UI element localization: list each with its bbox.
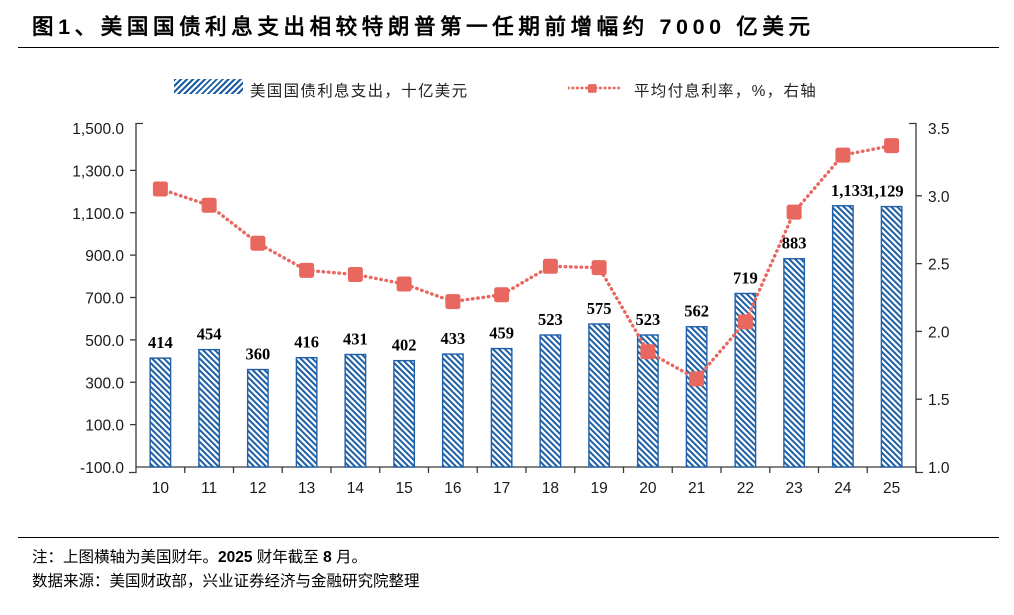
svg-text:1,129: 1,129 [866,182,903,201]
svg-text:15: 15 [395,480,412,497]
svg-text:402: 402 [392,336,417,355]
svg-text:20: 20 [639,480,657,497]
svg-text:25: 25 [883,480,900,497]
svg-text:23: 23 [785,480,802,497]
svg-text:22: 22 [737,480,754,497]
svg-text:360: 360 [246,345,271,364]
svg-text:-100.0: -100.0 [80,460,124,477]
svg-text:12: 12 [249,480,266,497]
svg-text:575: 575 [587,299,612,318]
svg-text:2.5: 2.5 [928,257,950,274]
svg-text:1,500.0: 1,500.0 [72,121,124,138]
svg-text:19: 19 [590,480,607,497]
svg-text:18: 18 [542,480,559,497]
svg-text:900.0: 900.0 [85,248,124,265]
svg-text:10: 10 [152,480,170,497]
svg-text:454: 454 [197,325,222,344]
svg-text:1.5: 1.5 [928,392,950,409]
svg-text:100.0: 100.0 [85,418,124,435]
svg-text:21: 21 [688,480,705,497]
svg-text:24: 24 [834,480,852,497]
svg-text:700.0: 700.0 [85,291,124,308]
svg-text:13: 13 [298,480,315,497]
svg-text:523: 523 [538,310,563,329]
svg-text:1.0: 1.0 [928,460,950,477]
svg-text:14: 14 [347,480,365,497]
svg-text:11: 11 [201,480,217,497]
svg-text:416: 416 [294,333,319,352]
svg-text:17: 17 [493,480,510,497]
svg-text:2.0: 2.0 [928,324,950,341]
svg-text:16: 16 [444,480,461,497]
svg-text:1,100.0: 1,100.0 [72,206,124,223]
svg-text:3.5: 3.5 [928,121,950,138]
svg-text:500.0: 500.0 [85,333,124,350]
svg-text:433: 433 [441,329,466,348]
svg-text:719: 719 [733,268,758,287]
svg-text:1,133: 1,133 [831,181,868,200]
svg-text:300.0: 300.0 [85,375,124,392]
svg-text:414: 414 [148,333,173,352]
svg-text:883: 883 [782,234,807,253]
svg-text:3.0: 3.0 [928,189,950,206]
svg-text:459: 459 [489,324,514,343]
svg-text:523: 523 [636,310,661,329]
svg-text:1,300.0: 1,300.0 [72,163,124,180]
svg-text:431: 431 [343,329,368,348]
svg-text:562: 562 [684,302,709,321]
